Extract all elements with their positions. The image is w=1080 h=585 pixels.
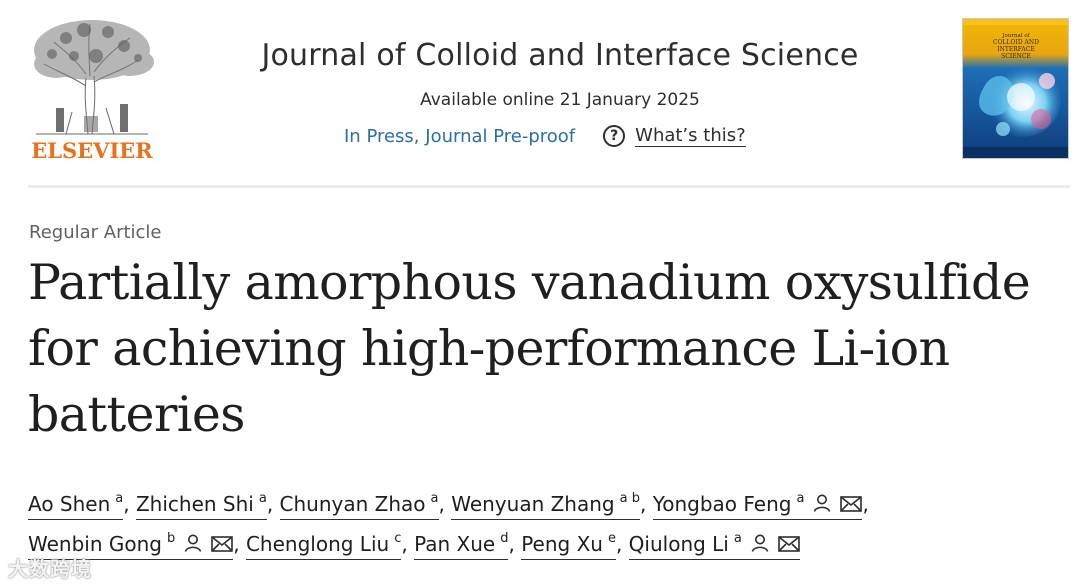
affiliation-marker: d (500, 531, 509, 546)
availability-date: Available online 21 January 2025 (420, 90, 700, 110)
author-item: Peng Xu e, (521, 524, 622, 564)
author-name: Yongbao Feng (652, 492, 792, 516)
author-separator: , (123, 492, 130, 516)
author-separator: , (639, 492, 647, 516)
article-header: ELSEVIER Journal of Colloid and Interfac… (0, 0, 1080, 186)
tree-icon (34, 20, 154, 135)
affiliation-marker: a (430, 491, 439, 506)
author-link[interactable]: Peng Xu e (521, 531, 616, 560)
in-press-link[interactable]: In Press, Journal Pre-proof (344, 125, 576, 147)
mail-icon (211, 535, 234, 557)
author-link[interactable]: Wenyuan Zhang a b (451, 491, 640, 520)
author-name: Ao Shen (28, 492, 111, 516)
author-item: Chenglong Liu c, (245, 524, 408, 564)
author-separator: , (401, 532, 408, 556)
author-item: Pan Xue d, (414, 524, 515, 564)
author-separator: , (615, 532, 623, 556)
header-divider (28, 185, 1070, 188)
author-item: Zhichen Shi a, (135, 484, 274, 524)
person-icon (183, 533, 203, 557)
author-list: Ao Shen a, Zhichen Shi a, Chunyan Zhao a, W… (28, 484, 1068, 564)
journal-cover-image[interactable]: Journal of COLLOID AND INTERFACE SCIENCE (962, 18, 1069, 159)
author-link[interactable]: Pan Xue d (414, 531, 509, 560)
affiliation-marker: a (115, 491, 124, 506)
author-item: Ao Shen a, (28, 484, 130, 524)
author-link[interactable]: Chenglong Liu c (245, 531, 402, 560)
author-name: Chenglong Liu (245, 532, 390, 556)
author-link[interactable]: Zhichen Shi a (135, 491, 267, 520)
status-row: In Press, Journal Pre-proof ? What’s thi… (344, 122, 746, 150)
svg-text:Journal of: Journal of (1001, 33, 1030, 39)
author-link[interactable]: Chunyan Zhao a (279, 491, 439, 520)
author-name: Wenyuan Zhang (451, 492, 615, 516)
author-separator: , (508, 532, 515, 556)
elsevier-logo[interactable]: ELSEVIER (26, 16, 158, 166)
svg-text:INTERFACE: INTERFACE (997, 46, 1034, 53)
svg-text:SCIENCE: SCIENCE (1001, 53, 1031, 60)
author-name: Wenbin Gong (28, 532, 162, 556)
author-item: Chunyan Zhao a, (279, 484, 445, 524)
author-link[interactable]: Yongbao Feng a (652, 491, 863, 520)
cover-art-icon: Journal of COLLOID AND INTERFACE SCIENCE (963, 19, 1068, 158)
help-circle-icon: ? (603, 125, 626, 147)
affiliation-marker: a b (619, 491, 640, 506)
author-link[interactable]: Qiulong Li a (628, 531, 800, 560)
author-link[interactable]: Ao Shen a (28, 491, 124, 520)
author-name: Chunyan Zhao (279, 492, 426, 516)
author-separator: , (438, 492, 445, 516)
mail-icon (778, 535, 800, 557)
author-item: Qiulong Li a (628, 524, 800, 564)
affiliation-marker: b (166, 531, 176, 546)
author-separator: , (266, 492, 274, 516)
affiliation-marker: a (796, 491, 805, 506)
person-icon (812, 493, 832, 517)
author-link[interactable]: Wenbin Gong b (28, 531, 234, 560)
author-name: Pan Xue (414, 532, 496, 556)
author-separator: , (862, 492, 869, 516)
svg-text:COLLOID AND: COLLOID AND (993, 39, 1039, 46)
affiliation-marker: e (607, 531, 616, 546)
watermark: 大数跨境 (8, 557, 92, 581)
author-name: Peng Xu (521, 532, 603, 556)
affiliation-marker: a (258, 491, 267, 506)
author-name: Qiulong Li (628, 532, 729, 556)
author-name: Zhichen Shi (135, 492, 254, 516)
author-item: Yongbao Feng a, (652, 484, 869, 524)
person-icon (750, 533, 770, 557)
whats-this-button[interactable]: ? What’s this? (603, 125, 746, 147)
author-separator: , (233, 532, 240, 556)
author-item: Wenyuan Zhang a b, (451, 484, 646, 524)
article-type-label: Regular Article (29, 222, 162, 243)
affiliation-marker: a (733, 531, 742, 546)
author-item: Wenbin Gong b, (28, 524, 240, 564)
mail-icon (840, 495, 863, 517)
article-title: Partially amorphous vanadium oxysulfide … (28, 254, 1031, 443)
whats-this-label: What’s this? (635, 124, 746, 147)
affiliation-marker: c (394, 531, 402, 546)
journal-title[interactable]: Journal of Colloid and Interface Science (261, 38, 859, 73)
elsevier-wordmark: ELSEVIER (31, 138, 153, 163)
